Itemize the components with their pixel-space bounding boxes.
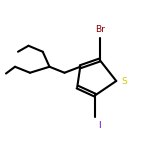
Text: Br: Br bbox=[95, 25, 105, 34]
Text: S: S bbox=[122, 77, 127, 86]
Text: I: I bbox=[98, 121, 101, 130]
